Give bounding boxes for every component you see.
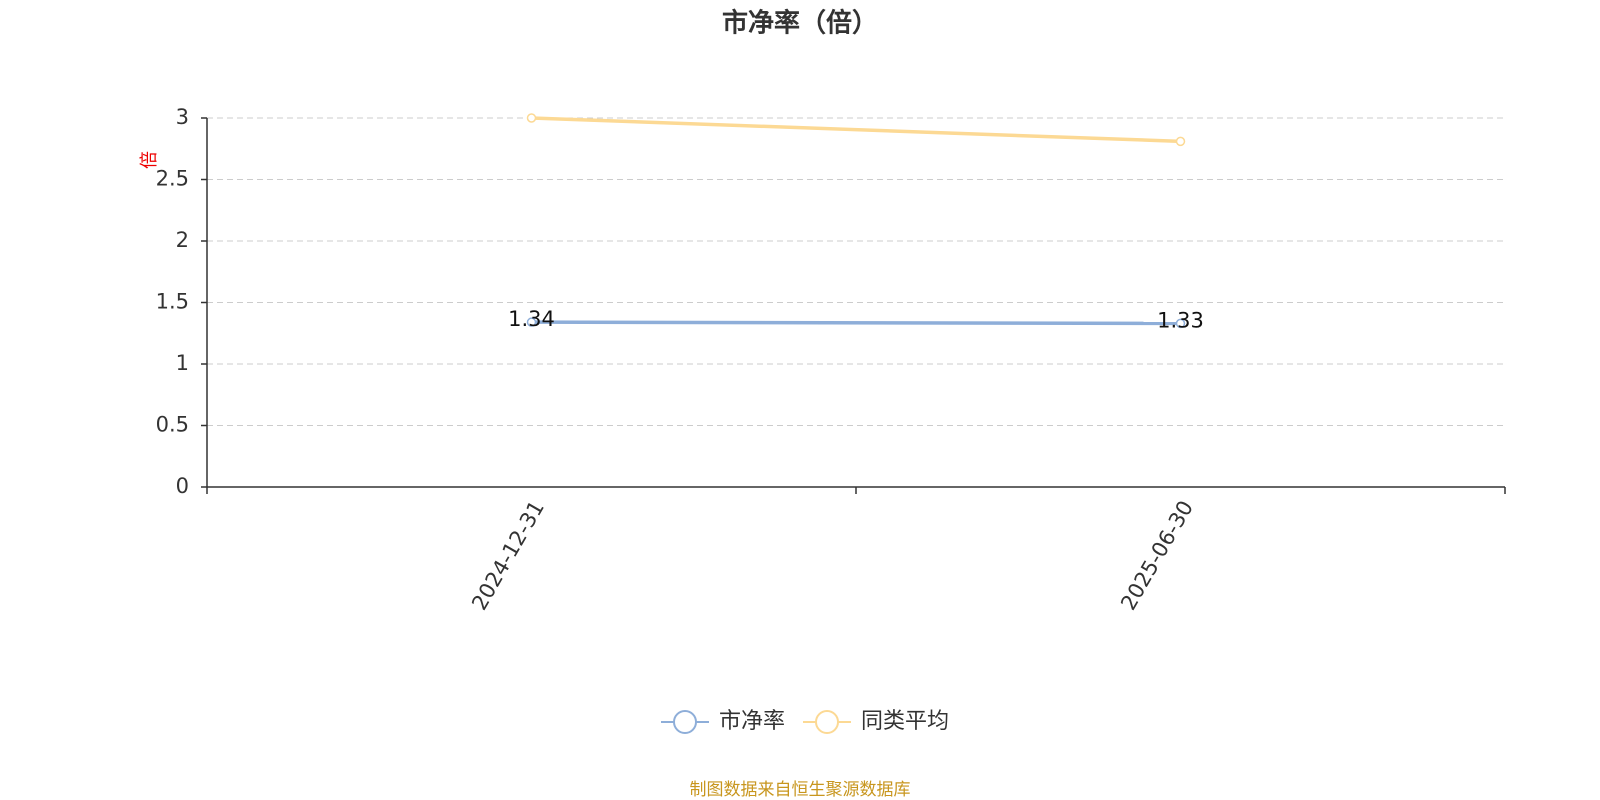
y-tick-label: 1.5 <box>156 290 189 314</box>
source-note: 制图数据来自恒生聚源数据库 <box>690 780 911 800</box>
legend-label[interactable]: 同类平均 <box>861 709 949 734</box>
y-axis-label: 倍 <box>139 151 160 169</box>
data-label: 1.33 <box>1157 308 1204 332</box>
y-tick-label: 2.5 <box>156 167 189 191</box>
y-tick-label: 1 <box>176 351 189 375</box>
legend-marker <box>815 710 839 734</box>
y-tick-label: 2 <box>176 228 189 252</box>
data-point <box>526 317 537 327</box>
data-point <box>1175 318 1186 329</box>
series-line <box>531 320 1181 326</box>
legend-marker <box>673 710 697 734</box>
y-tick-label: 0 <box>176 474 189 498</box>
y-tick-label: 3 <box>176 105 189 129</box>
series-line <box>531 116 1181 144</box>
x-tick-label: 2024-12-31 <box>467 497 549 615</box>
chart-title: 市净率（倍） <box>722 8 878 39</box>
legend-label[interactable]: 市净率 <box>719 709 785 734</box>
data-point <box>526 113 537 123</box>
data-label: 1.34 <box>508 307 555 331</box>
y-tick-label: 0.5 <box>156 413 189 437</box>
data-point <box>1175 136 1186 147</box>
x-tick-label: 2025-06-30 <box>1116 497 1198 615</box>
